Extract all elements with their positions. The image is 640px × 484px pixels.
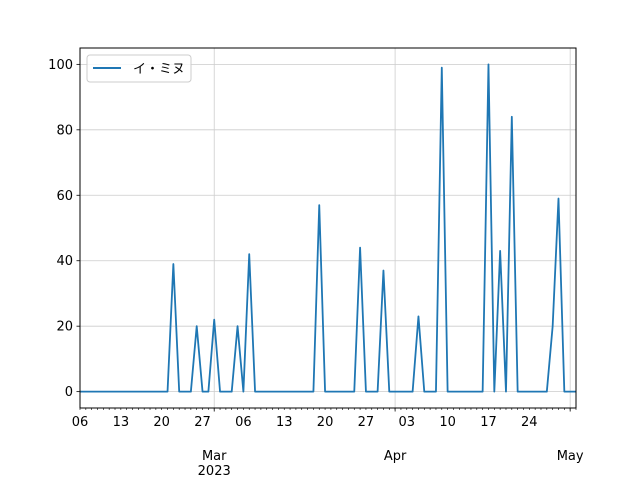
x-tick-label: 17 bbox=[480, 415, 497, 430]
y-tick-label: 40 bbox=[56, 254, 73, 269]
series-line bbox=[80, 63, 576, 393]
x-month-label: Mar bbox=[202, 449, 227, 464]
x-tick-label: 03 bbox=[399, 415, 416, 430]
legend: イ・ミヌ bbox=[86, 54, 192, 83]
x-tick-label: 10 bbox=[439, 415, 456, 430]
x-year-label: 2023 bbox=[198, 464, 231, 479]
y-tick-label: 100 bbox=[48, 58, 73, 73]
x-tick-label: 20 bbox=[317, 415, 334, 430]
x-tick-label: 06 bbox=[72, 415, 89, 430]
x-tick-label: 13 bbox=[276, 415, 293, 430]
legend-box bbox=[86, 54, 192, 83]
x-tick-label: 24 bbox=[521, 415, 538, 430]
legend-label: イ・ミヌ bbox=[133, 62, 185, 77]
x-tick-label: 27 bbox=[358, 415, 375, 430]
y-tick-label: 0 bbox=[65, 385, 73, 400]
x-tick-label: 27 bbox=[194, 415, 211, 430]
x-tick-label: 13 bbox=[113, 415, 130, 430]
y-tick-label: 80 bbox=[56, 123, 73, 138]
axes-frame bbox=[79, 47, 577, 409]
x-tick-label: 06 bbox=[235, 415, 252, 430]
series-layer bbox=[80, 63, 576, 393]
y-axis: 0 20 40 60 80 100 bbox=[48, 58, 80, 400]
y-tick-label: 20 bbox=[56, 320, 73, 335]
x-tick-label: 20 bbox=[153, 415, 170, 430]
y-tick-label: 60 bbox=[56, 189, 73, 204]
x-month-label: Apr bbox=[384, 449, 407, 464]
x-month-label: May bbox=[557, 449, 584, 464]
